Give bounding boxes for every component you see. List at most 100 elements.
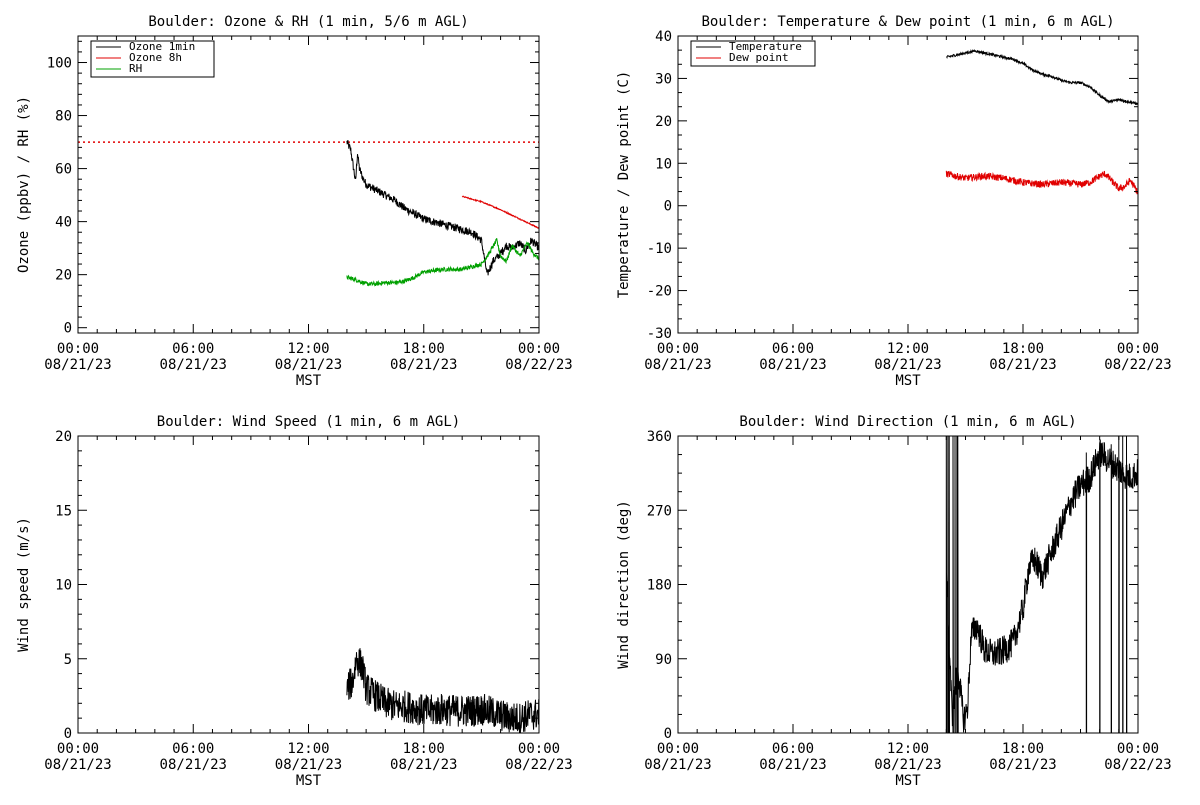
series-line [346,648,539,733]
legend-label: Ozone 8h [129,51,182,64]
series-line [946,48,1138,106]
y-tick-label: 0 [64,321,72,337]
y-axis-label: Ozone (ppbv) / RH (%) [16,96,32,273]
x-tick-date: 08/22/23 [1104,757,1171,773]
x-tick-date: 08/21/23 [989,757,1056,773]
x-tick-date: 08/21/23 [390,757,457,773]
x-tick-date: 08/21/23 [874,357,941,373]
x-tick-time: 00:00 [57,741,99,757]
x-tick-date: 08/21/23 [644,757,711,773]
y-tick-label: 180 [647,578,672,594]
x-tick-time: 12:00 [887,341,929,357]
x-tick-date: 08/21/23 [759,757,826,773]
y-tick-label: 30 [655,71,672,87]
x-tick-time: 12:00 [287,741,329,757]
chart-panel-1: Boulder: Ozone & RH (1 min, 5/6 m AGL) 0 2… [16,14,573,389]
y-tick-label: 20 [655,114,672,130]
x-tick-date: 08/21/23 [44,757,111,773]
x-tick-time: 06:00 [172,741,214,757]
series-line [945,436,1138,733]
chart-title: Boulder: Wind Direction (1 min, 6 m AGL) [739,414,1076,430]
x-tick-time: 00:00 [1117,741,1159,757]
legend-label: RH [129,62,142,75]
y-tick-label: 0 [664,199,672,215]
legend-box [690,40,816,67]
chart-title: Boulder: Ozone & RH (1 min, 5/6 m AGL) [148,14,468,30]
x-tick-time: 12:00 [287,341,329,357]
x-tick-date: 08/22/23 [505,357,572,373]
x-tick-time: 00:00 [518,741,560,757]
x-tick-date: 08/21/23 [275,757,342,773]
x-tick-date: 08/21/23 [390,357,457,373]
y-axis-label: Wind direction (deg) [616,500,632,669]
x-tick-time: 12:00 [887,741,929,757]
x-axis-label: MST [895,773,921,789]
x-tick-time: 06:00 [772,741,814,757]
x-axis-label: MST [296,773,322,789]
legend-label: Temperature [729,40,802,53]
x-tick-time: 18:00 [403,341,445,357]
series-line [461,195,539,230]
y-tick-label: 90 [655,652,672,668]
series-line [346,648,539,733]
series-rh [346,238,539,287]
x-tick-date: 08/21/23 [874,757,941,773]
series-temperature [946,48,1138,106]
x-tick-date: 08/21/23 [759,357,826,373]
x-tick-time: 06:00 [172,341,214,357]
chart-title: Boulder: Wind Speed (1 min, 6 m AGL) [157,414,460,430]
chart-title: Boulder: Temperature & Dew point (1 min,… [701,14,1114,30]
chart-panel-4: Boulder: Wind Direction (1 min, 6 m AGL)… [616,414,1172,789]
series-line [945,436,1138,733]
y-tick-label: -20 [647,284,672,300]
x-tick-date: 08/21/23 [275,357,342,373]
y-tick-label: 20 [55,268,72,284]
y-tick-label: 5 [64,652,72,668]
x-tick-time: 00:00 [518,341,560,357]
y-tick-label: 100 [47,56,72,72]
x-tick-date: 08/22/23 [505,757,572,773]
y-tick-label: 10 [55,578,72,594]
series-line [346,238,539,287]
y-tick-label: 40 [655,29,672,45]
x-tick-time: 00:00 [1117,341,1159,357]
y-tick-label: 270 [647,503,672,519]
y-tick-label: -30 [647,326,672,342]
y-tick-label: 0 [664,726,672,742]
x-tick-date: 08/22/23 [1104,357,1171,373]
y-tick-label: 20 [55,429,72,445]
y-axis-label: Wind speed (m/s) [16,517,32,652]
x-tick-date: 08/21/23 [160,357,227,373]
y-tick-label: 10 [655,156,672,172]
y-axis-label: Temperature / Dew point (C) [616,71,632,299]
x-tick-date: 08/21/23 [160,757,227,773]
series-ozone-1min [346,140,539,276]
x-axis-label: MST [895,373,921,389]
y-tick-label: 60 [55,162,72,178]
y-tick-label: 15 [55,503,72,519]
y-tick-label: 0 [64,726,72,742]
x-tick-time: 06:00 [772,341,814,357]
chart-panel-3: Boulder: Wind Speed (1 min, 6 m AGL) 0 5 10… [16,414,573,789]
legend-label: Ozone 1min [129,40,195,53]
x-tick-date: 08/21/23 [44,357,111,373]
y-tick-label: 40 [55,215,72,231]
chart-panel-2: Boulder: Temperature & Dew point (1 min,… [616,14,1172,389]
legend-label: Dew point [729,51,789,64]
series-line [945,170,1138,195]
x-tick-time: 00:00 [657,341,699,357]
series-ozone-8h [461,195,539,230]
y-tick-label: 80 [55,109,72,125]
x-axis-label: MST [296,373,322,389]
x-tick-time: 18:00 [403,741,445,757]
x-tick-time: 00:00 [657,741,699,757]
x-tick-date: 08/21/23 [989,357,1056,373]
y-tick-label: -10 [647,241,672,257]
series-dew-point [945,170,1138,195]
x-tick-time: 18:00 [1002,341,1044,357]
y-tick-label: 360 [647,429,672,445]
